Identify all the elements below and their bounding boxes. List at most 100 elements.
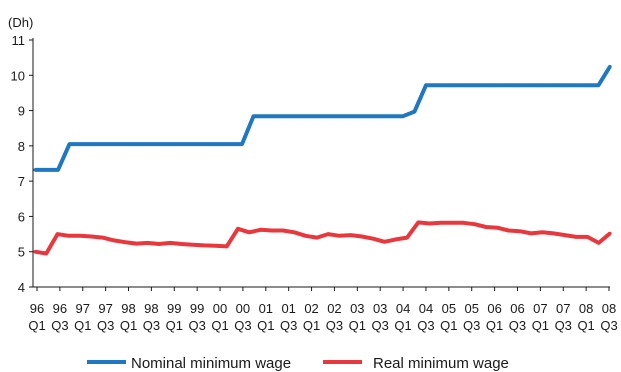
data-point-nominal <box>596 83 601 87</box>
data-point-real <box>371 237 375 241</box>
x-tick-year-label: 02 <box>327 301 341 316</box>
data-point-nominal <box>562 83 566 87</box>
data-point-nominal <box>481 83 486 87</box>
data-point-real <box>394 237 398 241</box>
data-point-real <box>405 236 409 240</box>
x-tick-quarter-label: Q1 <box>74 318 91 333</box>
data-point-nominal <box>182 142 187 146</box>
y-tick-label: 5 <box>18 245 25 260</box>
data-point-nominal <box>125 142 129 146</box>
data-point-nominal <box>332 114 336 118</box>
x-tick-quarter-label: Q1 <box>486 318 503 333</box>
x-tick-quarter-label: Q1 <box>120 318 137 333</box>
data-point-nominal <box>274 114 279 118</box>
data-point-real <box>563 233 567 237</box>
data-point-nominal <box>539 83 543 87</box>
y-tick-label: 4 <box>18 280 25 295</box>
data-point-nominal <box>585 83 589 87</box>
x-tick-quarter-label: Q1 <box>166 318 183 333</box>
data-point-nominal <box>608 64 612 69</box>
x-tick-year-label: 04 <box>419 301 433 316</box>
x-tick-quarter-label: Q1 <box>303 318 320 333</box>
x-tick-year-label: 07 <box>533 301 547 316</box>
data-point-real <box>55 232 60 236</box>
data-point-nominal <box>205 142 210 146</box>
x-tick-year-label: 96 <box>30 301 44 316</box>
series-line-nominal <box>35 65 612 172</box>
data-point-nominal <box>504 83 509 87</box>
data-point-real <box>202 243 206 247</box>
data-point-nominal <box>435 83 440 87</box>
x-tick-year-label: 06 <box>487 301 501 316</box>
data-point-real <box>597 241 601 245</box>
data-point-real <box>89 234 93 239</box>
data-point-real <box>495 226 499 230</box>
x-tick-year-label: 01 <box>281 301 295 316</box>
x-tick-quarter-label: Q3 <box>143 318 160 333</box>
data-point-nominal <box>113 142 118 146</box>
data-point-nominal <box>148 142 152 146</box>
data-point-real <box>67 234 71 238</box>
x-tick-year-label: 05 <box>442 301 456 316</box>
x-tick-quarter-label: Q1 <box>440 318 457 333</box>
x-tick-quarter-label: Q3 <box>51 318 68 333</box>
data-point-nominal <box>286 114 290 118</box>
data-point-real <box>33 250 37 254</box>
data-point-nominal <box>90 142 95 146</box>
legend-label-real: Real minimum wage <box>373 355 509 372</box>
x-tick-quarter-label: Q3 <box>372 318 389 333</box>
data-point-real <box>608 231 612 235</box>
x-tick-year-label: 96 <box>53 301 67 316</box>
data-point-nominal <box>424 83 428 87</box>
data-point-real <box>112 238 116 243</box>
data-point-nominal <box>378 114 382 118</box>
series-layer <box>33 64 612 256</box>
data-point-nominal <box>447 83 451 87</box>
data-point-real <box>382 240 387 244</box>
data-point-real <box>360 234 364 239</box>
x-tick-quarter-label: Q3 <box>280 318 297 333</box>
x-tick-year-label: 97 <box>98 301 112 316</box>
y-axis-unit-label: (Dh) <box>8 15 33 30</box>
x-tick-year-label: 97 <box>76 301 90 316</box>
y-tick-label: 8 <box>18 139 25 154</box>
x-tick-quarter-label: Q3 <box>463 318 480 333</box>
data-point-real <box>315 236 319 240</box>
data-point-nominal <box>309 114 313 118</box>
y-tick-label: 11 <box>12 33 26 48</box>
data-point-nominal <box>493 83 497 87</box>
x-tick-quarter-label: Q3 <box>417 318 434 333</box>
data-point-nominal <box>102 142 106 146</box>
data-point-real <box>349 233 353 237</box>
data-point-real <box>213 244 217 248</box>
x-tick-year-label: 08 <box>602 301 616 316</box>
data-point-real <box>44 251 48 256</box>
data-point-real <box>450 221 454 225</box>
legend: Nominal minimum wage Real minimum wage <box>87 355 509 372</box>
legend-label-nominal: Nominal minimum wage <box>131 355 291 372</box>
x-tick-quarter-label: Q1 <box>349 318 366 333</box>
x-tick-year-label: 02 <box>304 301 318 316</box>
data-point-real <box>506 228 511 233</box>
data-point-nominal <box>412 110 417 114</box>
data-point-real <box>326 232 330 236</box>
series-line-real <box>34 220 612 256</box>
y-tick-label: 9 <box>18 104 25 119</box>
data-point-real <box>123 240 127 244</box>
data-point-real <box>585 235 590 239</box>
data-point-real <box>134 241 139 246</box>
x-tick-quarter-label: Q3 <box>600 318 617 333</box>
x-tick-year-label: 99 <box>167 301 181 316</box>
data-point-real <box>461 221 466 225</box>
data-point-nominal <box>297 114 302 118</box>
data-point-real <box>236 227 240 231</box>
x-tick-year-label: 08 <box>579 301 593 316</box>
data-point-real <box>179 242 184 246</box>
data-point-nominal <box>171 142 175 146</box>
data-point-real <box>270 228 274 233</box>
x-tick-year-label: 00 <box>213 301 227 316</box>
data-point-nominal <box>159 142 164 146</box>
data-point-real <box>473 222 477 226</box>
x-tick-year-label: 98 <box>121 301 135 316</box>
data-point-real <box>78 234 82 238</box>
